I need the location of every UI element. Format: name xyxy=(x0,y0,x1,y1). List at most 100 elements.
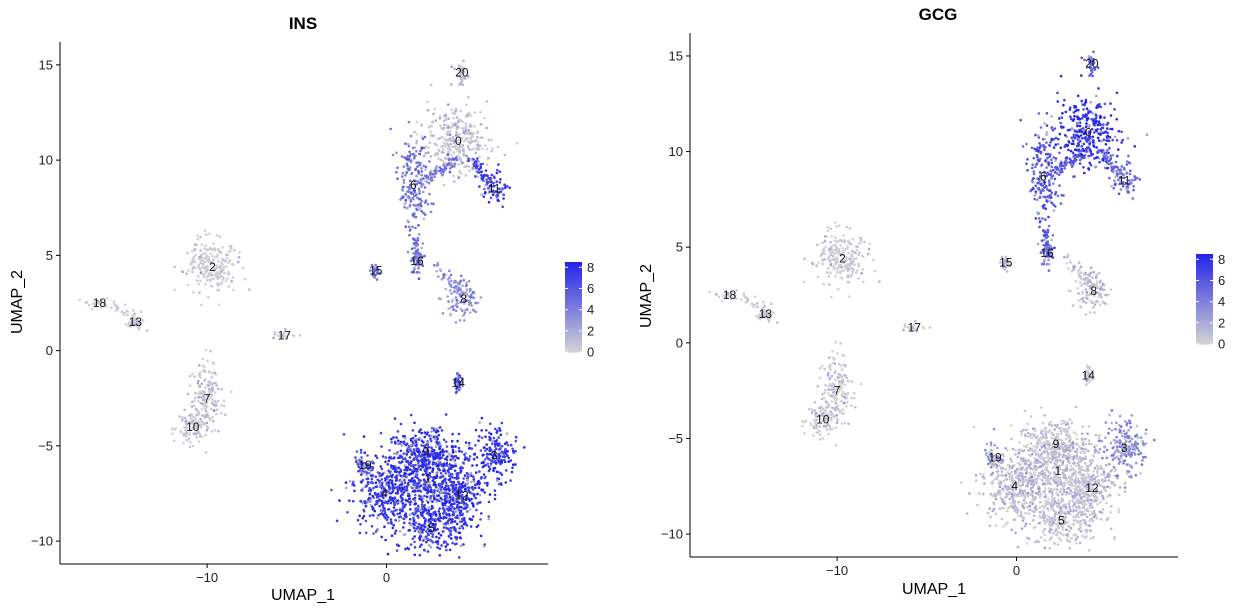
cell-point-cluster-6 xyxy=(448,170,452,174)
plot-title-gcg: GCG xyxy=(919,5,958,24)
cell-point-cluster-0 xyxy=(469,123,472,126)
cell-point-cluster-5 xyxy=(433,510,437,514)
cell-point-cluster-1 xyxy=(1043,486,1047,490)
cell-point-cluster-3 xyxy=(1109,441,1113,445)
cell-point-cluster-3 xyxy=(523,446,526,449)
cell-point-cluster-2 xyxy=(196,237,200,241)
cell-point-cluster-3 xyxy=(512,449,515,453)
colorbar-tick-label: 4 xyxy=(587,302,594,317)
cell-point-cluster-11 xyxy=(476,157,479,160)
cell-point-cluster-9 xyxy=(411,429,415,432)
cell-point-cluster-1 xyxy=(419,484,423,487)
cell-point-cluster-6 xyxy=(400,188,404,191)
cell-point-cluster-6 xyxy=(405,171,408,175)
cell-point-cluster-9 xyxy=(395,436,398,439)
cell-point-cluster-0 xyxy=(1073,114,1076,118)
cell-point-cluster-1 xyxy=(414,507,417,511)
cell-point-cluster-9 xyxy=(413,451,416,455)
cell-point-cluster-0 xyxy=(452,116,455,120)
cell-point-cluster-4 xyxy=(398,512,402,515)
cell-point-cluster-0 xyxy=(448,126,452,130)
cell-point-cluster-0 xyxy=(429,155,433,158)
cell-point-cluster-4 xyxy=(389,498,393,502)
cell-point-cluster-6 xyxy=(402,178,406,182)
cell-point-cluster-5 xyxy=(437,519,441,522)
cell-point-cluster-4 xyxy=(1050,491,1054,494)
cell-point-cluster-4 xyxy=(1017,462,1020,465)
cell-point-cluster-1 xyxy=(1075,484,1078,488)
cell-point-cluster-2 xyxy=(822,282,825,286)
cell-point-cluster-3 xyxy=(1123,435,1127,439)
cell-point-cluster-12 xyxy=(487,500,491,504)
cell-point-cluster-6 xyxy=(404,201,408,204)
cell-point-cluster-1 xyxy=(1139,471,1142,475)
cell-point-cluster-2 xyxy=(831,244,835,247)
cell-point-cluster-0 xyxy=(1076,124,1079,128)
cell-point-cluster-8 xyxy=(471,290,475,294)
cell-point-cluster-5 xyxy=(429,545,433,549)
cell-point-cluster-0 xyxy=(1095,119,1098,123)
cell-point-cluster-2 xyxy=(830,235,833,238)
cell-point-cluster-1 xyxy=(1078,445,1081,449)
cell-point-cluster-19 xyxy=(365,473,369,477)
cell-point-cluster-4 xyxy=(1029,460,1032,464)
cell-point-cluster-4 xyxy=(403,485,406,489)
cell-point-cluster-6 xyxy=(408,150,411,154)
cell-point-cluster-0 xyxy=(434,119,438,122)
cell-point-cluster-2 xyxy=(834,262,838,265)
cell-point-cluster-3 xyxy=(1130,443,1134,446)
cell-point-cluster-0 xyxy=(469,136,473,139)
cell-point-cluster-9 xyxy=(442,453,445,457)
cell-point-cluster-9 xyxy=(424,462,427,465)
cell-point-cluster-1 xyxy=(1044,465,1048,469)
cell-point-cluster-1 xyxy=(430,488,433,492)
cell-point-cluster-6 xyxy=(417,233,421,236)
cell-point-cluster-4 xyxy=(352,480,355,484)
cell-point-cluster-6 xyxy=(415,207,418,211)
cell-point-cluster-7 xyxy=(229,390,233,394)
cell-point-cluster-6 xyxy=(433,175,437,179)
cell-point-cluster-1 xyxy=(1060,439,1063,442)
cell-point-cluster-11 xyxy=(493,176,496,180)
cell-point-cluster-4 xyxy=(998,485,1002,489)
cell-point-cluster-5 xyxy=(445,516,448,519)
cell-point-cluster-3 xyxy=(464,456,467,459)
cell-point-cluster-3 xyxy=(484,449,487,453)
cell-point-cluster-7 xyxy=(217,430,220,433)
cell-point-cluster-0 xyxy=(1094,128,1098,132)
cell-point-cluster-12 xyxy=(458,531,462,535)
cell-point-cluster-0 xyxy=(1052,146,1056,149)
cell-point-cluster-4 xyxy=(974,479,978,482)
cell-point-cluster-9 xyxy=(431,449,435,452)
cell-point-cluster-4 xyxy=(995,477,998,481)
cell-point-cluster-3 xyxy=(1104,436,1107,440)
cell-point-cluster-9 xyxy=(417,447,420,451)
cluster-label: 4 xyxy=(381,487,388,501)
cell-point-cluster-4 xyxy=(1021,478,1025,482)
cell-point-cluster-0 xyxy=(1072,133,1076,136)
cell-point-cluster-1 xyxy=(356,518,360,522)
cell-point-cluster-6 xyxy=(395,151,398,154)
cell-point-cluster-4 xyxy=(1008,497,1011,501)
cell-point-cluster-11 xyxy=(497,163,500,166)
cell-point-cluster-8 xyxy=(444,287,448,291)
cell-point-cluster-5 xyxy=(393,532,397,535)
cell-point-cluster-0 xyxy=(474,139,478,142)
cell-point-cluster-1 xyxy=(441,512,445,515)
cell-point-cluster-9 xyxy=(419,428,423,431)
cell-point-cluster-5 xyxy=(427,506,431,509)
cell-point-cluster-3 xyxy=(480,436,484,440)
cell-point-cluster-6 xyxy=(403,206,406,209)
cell-point-cluster-4 xyxy=(989,515,992,519)
cell-point-cluster-2 xyxy=(200,243,203,246)
cell-point-cluster-3 xyxy=(505,432,509,435)
cell-point-cluster-9 xyxy=(417,461,420,465)
cell-point-cluster-2 xyxy=(856,269,859,272)
cell-point-cluster-1 xyxy=(384,460,387,464)
cell-point-cluster-4 xyxy=(1008,472,1011,476)
cell-point-cluster-4 xyxy=(1023,496,1026,499)
cell-point-cluster-11 xyxy=(484,184,487,187)
cell-point-cluster-1 xyxy=(379,465,383,468)
cell-point-cluster-2 xyxy=(227,250,231,254)
